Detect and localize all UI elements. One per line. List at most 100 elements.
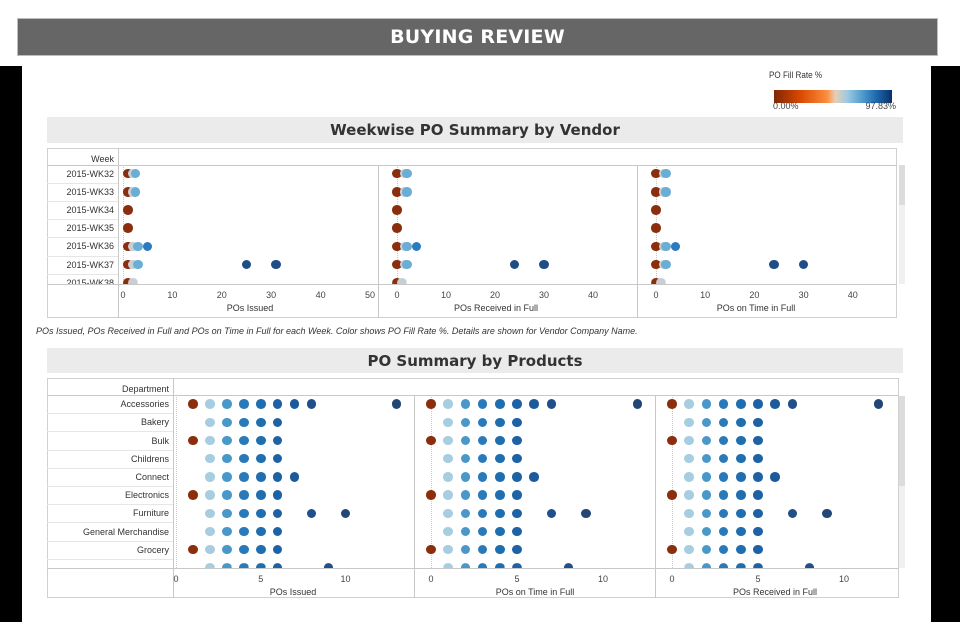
- weekwise-data-point[interactable]: [130, 168, 141, 179]
- products-data-point[interactable]: [205, 508, 215, 519]
- products-data-point[interactable]: [443, 490, 453, 500]
- products-data-point[interactable]: [239, 544, 249, 555]
- products-data-point[interactable]: [255, 472, 266, 482]
- products-data-point[interactable]: [495, 453, 505, 464]
- products-data-point[interactable]: [718, 417, 729, 428]
- weekwise-data-point[interactable]: [651, 205, 661, 215]
- products-data-point[interactable]: [306, 508, 317, 519]
- products-data-point[interactable]: [477, 435, 488, 446]
- products-data-point[interactable]: [205, 453, 215, 464]
- products-data-point[interactable]: [529, 472, 539, 482]
- weekwise-data-point[interactable]: [133, 259, 143, 270]
- products-data-point[interactable]: [667, 399, 677, 409]
- products-data-point[interactable]: [512, 490, 522, 500]
- products-data-point[interactable]: [684, 490, 694, 500]
- products-data-point[interactable]: [495, 435, 505, 446]
- products-data-point[interactable]: [255, 508, 266, 519]
- weekwise-scrollbar[interactable]: [899, 165, 905, 284]
- products-data-point[interactable]: [684, 399, 694, 409]
- products-data-point[interactable]: [188, 544, 198, 555]
- weekwise-data-point[interactable]: [128, 241, 138, 252]
- products-data-point[interactable]: [512, 508, 522, 519]
- products-data-point[interactable]: [205, 435, 215, 446]
- products-data-point[interactable]: [477, 544, 488, 555]
- products-data-point[interactable]: [460, 435, 471, 446]
- products-data-point[interactable]: [736, 544, 746, 555]
- products-data-point[interactable]: [239, 490, 249, 500]
- weekwise-data-point[interactable]: [241, 259, 252, 270]
- products-data-point[interactable]: [255, 417, 266, 428]
- products-data-point[interactable]: [205, 526, 215, 537]
- weekwise-data-point[interactable]: [661, 259, 671, 270]
- weekwise-data-point[interactable]: [123, 278, 133, 285]
- products-data-point[interactable]: [255, 544, 266, 555]
- products-data-point[interactable]: [512, 472, 522, 482]
- products-data-point[interactable]: [701, 417, 712, 428]
- products-data-point[interactable]: [272, 417, 283, 428]
- products-data-point[interactable]: [222, 563, 232, 569]
- products-data-point[interactable]: [736, 417, 746, 428]
- products-data-point[interactable]: [736, 563, 746, 569]
- weekwise-data-point[interactable]: [402, 168, 412, 179]
- products-data-point[interactable]: [736, 472, 746, 482]
- products-data-point[interactable]: [272, 472, 283, 482]
- products-data-point[interactable]: [272, 490, 283, 500]
- weekwise-data-point[interactable]: [123, 259, 133, 270]
- products-data-point[interactable]: [426, 435, 436, 446]
- weekwise-data-point[interactable]: [392, 205, 402, 215]
- products-data-point[interactable]: [460, 399, 471, 409]
- products-data-point[interactable]: [684, 508, 694, 519]
- products-data-point[interactable]: [718, 508, 729, 519]
- products-data-point[interactable]: [512, 417, 522, 428]
- products-data-point[interactable]: [255, 526, 266, 537]
- products-data-point[interactable]: [188, 490, 198, 500]
- weekwise-data-point[interactable]: [402, 187, 412, 197]
- products-data-point[interactable]: [222, 453, 232, 464]
- products-data-point[interactable]: [443, 435, 453, 446]
- products-data-point[interactable]: [753, 399, 763, 409]
- products-data-point[interactable]: [239, 472, 249, 482]
- products-data-point[interactable]: [255, 399, 266, 409]
- weekwise-data-point[interactable]: [411, 241, 422, 252]
- weekwise-data-point[interactable]: [392, 168, 402, 179]
- weekwise-data-point[interactable]: [670, 241, 681, 252]
- products-data-point[interactable]: [205, 399, 215, 409]
- products-data-point[interactable]: [443, 417, 453, 428]
- products-data-point[interactable]: [239, 508, 249, 519]
- products-data-point[interactable]: [460, 563, 471, 569]
- products-data-point[interactable]: [239, 526, 249, 537]
- weekwise-data-point[interactable]: [271, 259, 281, 270]
- products-scroll-thumb[interactable]: [899, 396, 905, 486]
- weekwise-data-point[interactable]: [661, 168, 671, 179]
- products-data-point[interactable]: [667, 544, 677, 555]
- products-data-point[interactable]: [239, 417, 249, 428]
- weekwise-data-point[interactable]: [656, 278, 666, 285]
- products-data-point[interactable]: [701, 563, 712, 569]
- products-data-point[interactable]: [701, 508, 712, 519]
- products-data-point[interactable]: [787, 399, 798, 409]
- weekwise-data-point[interactable]: [123, 187, 133, 197]
- products-data-point[interactable]: [701, 435, 712, 446]
- products-data-point[interactable]: [222, 544, 232, 555]
- products-data-point[interactable]: [255, 490, 266, 500]
- products-data-point[interactable]: [272, 544, 283, 555]
- products-data-point[interactable]: [289, 399, 300, 409]
- products-data-point[interactable]: [736, 399, 746, 409]
- products-data-point[interactable]: [272, 399, 283, 409]
- weekwise-data-point[interactable]: [392, 259, 402, 270]
- products-data-point[interactable]: [443, 472, 453, 482]
- weekwise-data-point[interactable]: [661, 241, 671, 252]
- products-data-point[interactable]: [718, 563, 729, 569]
- products-data-point[interactable]: [255, 563, 266, 569]
- products-data-point[interactable]: [443, 563, 453, 569]
- products-data-point[interactable]: [222, 417, 232, 428]
- products-data-point[interactable]: [529, 399, 539, 409]
- products-data-point[interactable]: [873, 399, 884, 409]
- weekwise-data-point[interactable]: [392, 241, 402, 252]
- weekwise-data-point[interactable]: [651, 187, 661, 197]
- weekwise-data-point[interactable]: [651, 259, 661, 270]
- products-data-point[interactable]: [753, 544, 763, 555]
- weekwise-data-point[interactable]: [123, 205, 133, 215]
- products-data-point[interactable]: [684, 563, 694, 569]
- products-data-point[interactable]: [667, 435, 677, 446]
